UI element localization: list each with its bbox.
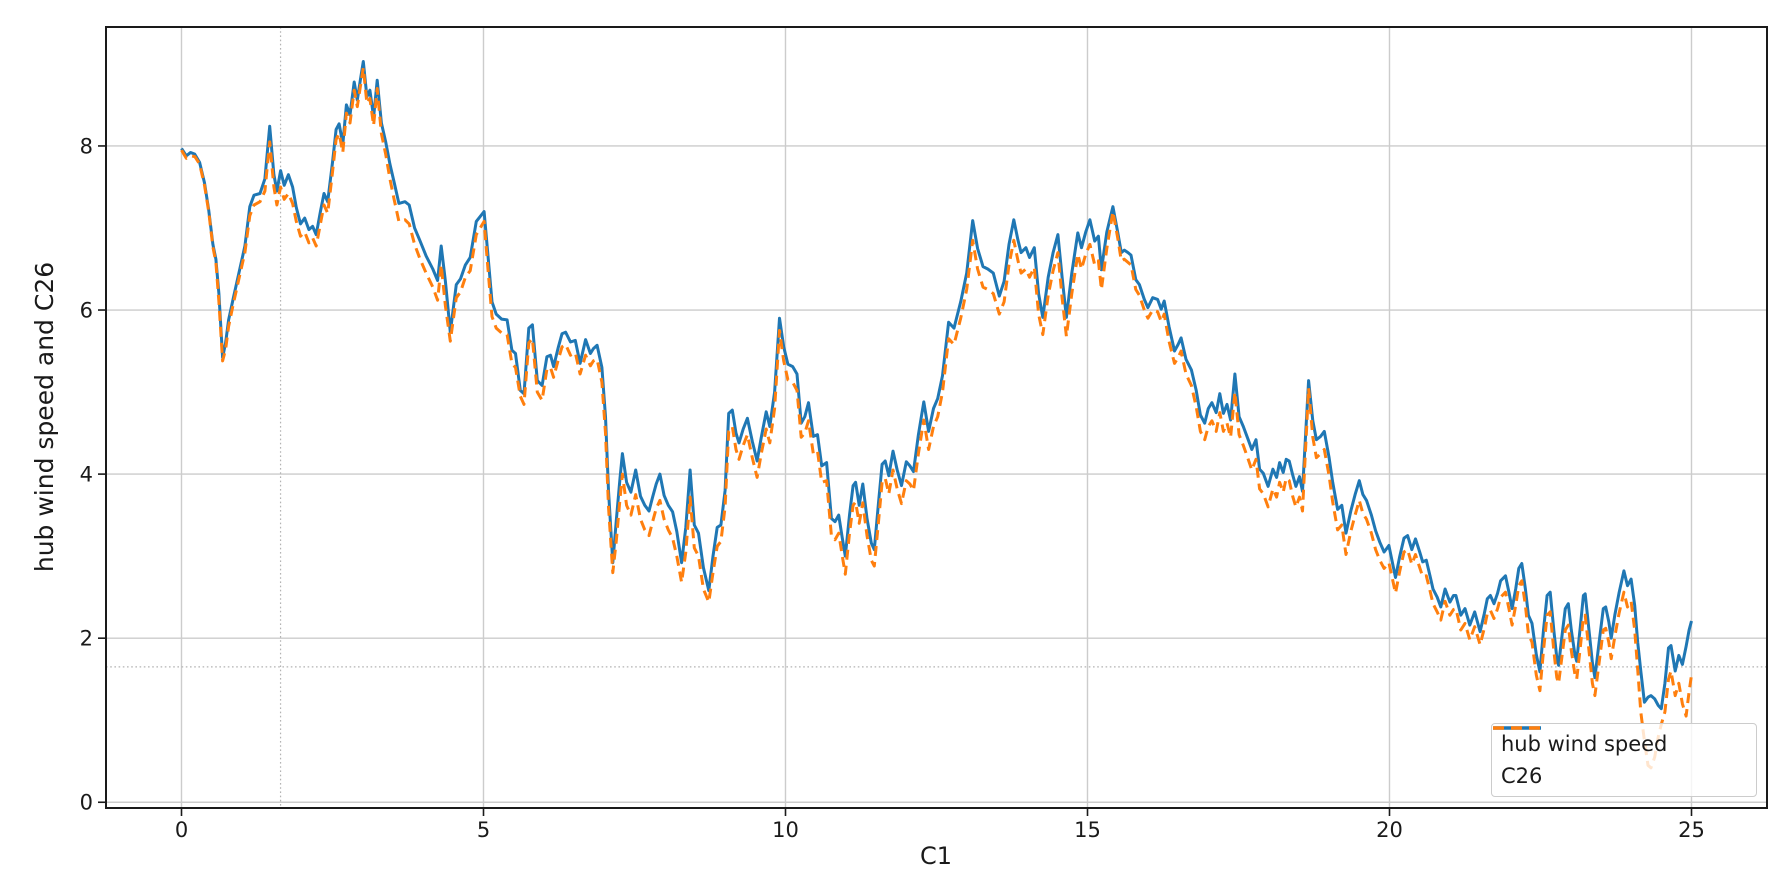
legend-entry-c26: C26 <box>1493 726 1746 792</box>
series-lines <box>180 60 1693 770</box>
x-tick-label: 25 <box>1678 818 1705 842</box>
x-tick-label: 5 <box>477 818 490 842</box>
gridlines <box>106 27 1767 808</box>
x-tick-label: 20 <box>1376 818 1403 842</box>
y-tick-label: 6 <box>80 298 93 322</box>
x-tick-label: 10 <box>772 818 799 842</box>
legend-entry-hub-wind-speed: hub wind speed <box>1493 726 1746 760</box>
tick-labels: 0 5 10 15 20 25 0 2 4 6 8 <box>80 134 1705 842</box>
legend: hub wind speed C26 <box>1491 723 1757 797</box>
hub-wind-speed-line <box>180 60 1693 711</box>
y-axis-label: hub wind speed and C26 <box>30 262 59 572</box>
legend-label: hub wind speed <box>1501 731 1668 756</box>
y-tick-label: 0 <box>80 791 93 815</box>
tick-marks <box>98 145 1693 816</box>
y-tick-label: 4 <box>80 462 93 486</box>
y-tick-label: 8 <box>80 134 93 158</box>
x-tick-label: 15 <box>1074 818 1101 842</box>
y-tick-label: 2 <box>80 627 93 651</box>
plot-border <box>105 26 1768 809</box>
x-axis-label: C1 <box>920 842 952 870</box>
x-tick-label: 0 <box>175 818 188 842</box>
legend-label: C26 <box>1501 763 1543 788</box>
plot-frame <box>105 26 1768 809</box>
legend-dashed-line-icon <box>1493 726 1541 730</box>
c26-line <box>180 66 1693 770</box>
